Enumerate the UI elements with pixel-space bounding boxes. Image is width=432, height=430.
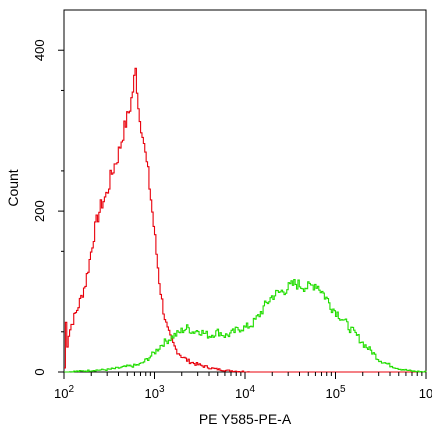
y-tick-label: 0 [32, 368, 47, 375]
x-axis: 102 103 104 105 10 [54, 372, 432, 401]
y-axis: 0 200 400 [32, 39, 64, 376]
x-tick-label: 10 [419, 386, 432, 401]
y-tick-label: 400 [32, 39, 47, 61]
plot-frame [63, 9, 427, 373]
x-tick-label: 102 [54, 384, 74, 401]
y-axis-title: Count [5, 169, 21, 206]
x-tick-label: 104 [235, 384, 255, 401]
series-line-2 [64, 279, 427, 373]
x-axis-title: PE Y585-PE-A [199, 411, 292, 427]
y-tick-label: 200 [32, 200, 47, 222]
x-tick-label: 105 [325, 384, 345, 401]
x-tick-label: 103 [144, 384, 164, 401]
